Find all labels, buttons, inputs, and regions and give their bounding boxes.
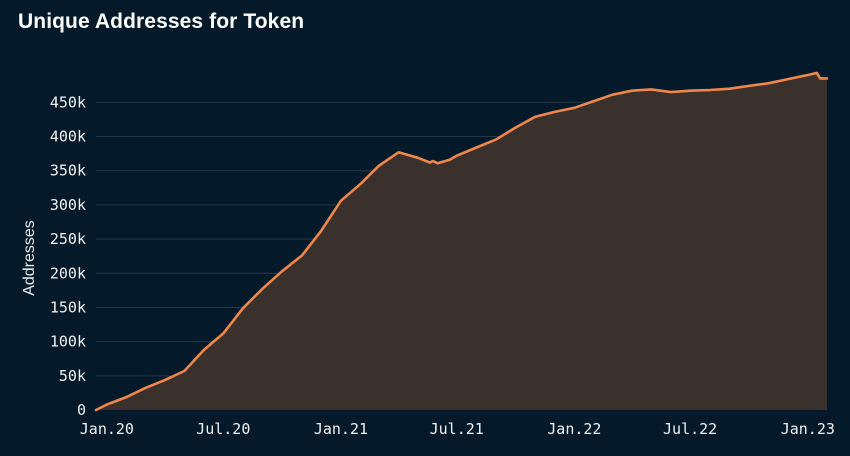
x-tick-label: Jan.21 [314,420,368,438]
y-tick-label: 300k [50,196,86,214]
x-tick-label: Jan.23 [781,420,835,438]
y-axis-ticks: 0 50k 100k 150k 200k 250k 300k 350k 400k 450k [50,93,86,419]
y-tick-label: 150k [50,298,86,316]
x-tick-label: Jul.22 [663,420,717,438]
y-tick-label: 0 [77,401,86,419]
y-tick-label: 350k [50,162,86,180]
x-tick-label: Jul.20 [196,420,250,438]
x-tick-label: Jan.22 [547,420,601,438]
y-tick-label: 200k [50,264,86,282]
area-fill-group [96,72,827,411]
y-tick-label: 400k [50,128,86,146]
x-tick-label: Jul.21 [430,420,484,438]
x-axis-ticks: Jan.20 Jul.20 Jan.21 Jul.21 Jan.22 Jul.22 Jan.… [80,420,835,438]
chart-title: Unique Addresses for Token [18,10,305,33]
y-tick-label: 50k [59,367,86,385]
series-line-group [94,71,829,412]
series-line [94,71,829,412]
y-axis-title: Addresses [21,220,38,296]
x-tick-label: Jan.20 [80,420,134,438]
y-tick-label: 250k [50,230,86,248]
series-area [96,72,827,411]
y-tick-label: 450k [50,93,86,111]
y-tick-label: 100k [50,333,86,351]
